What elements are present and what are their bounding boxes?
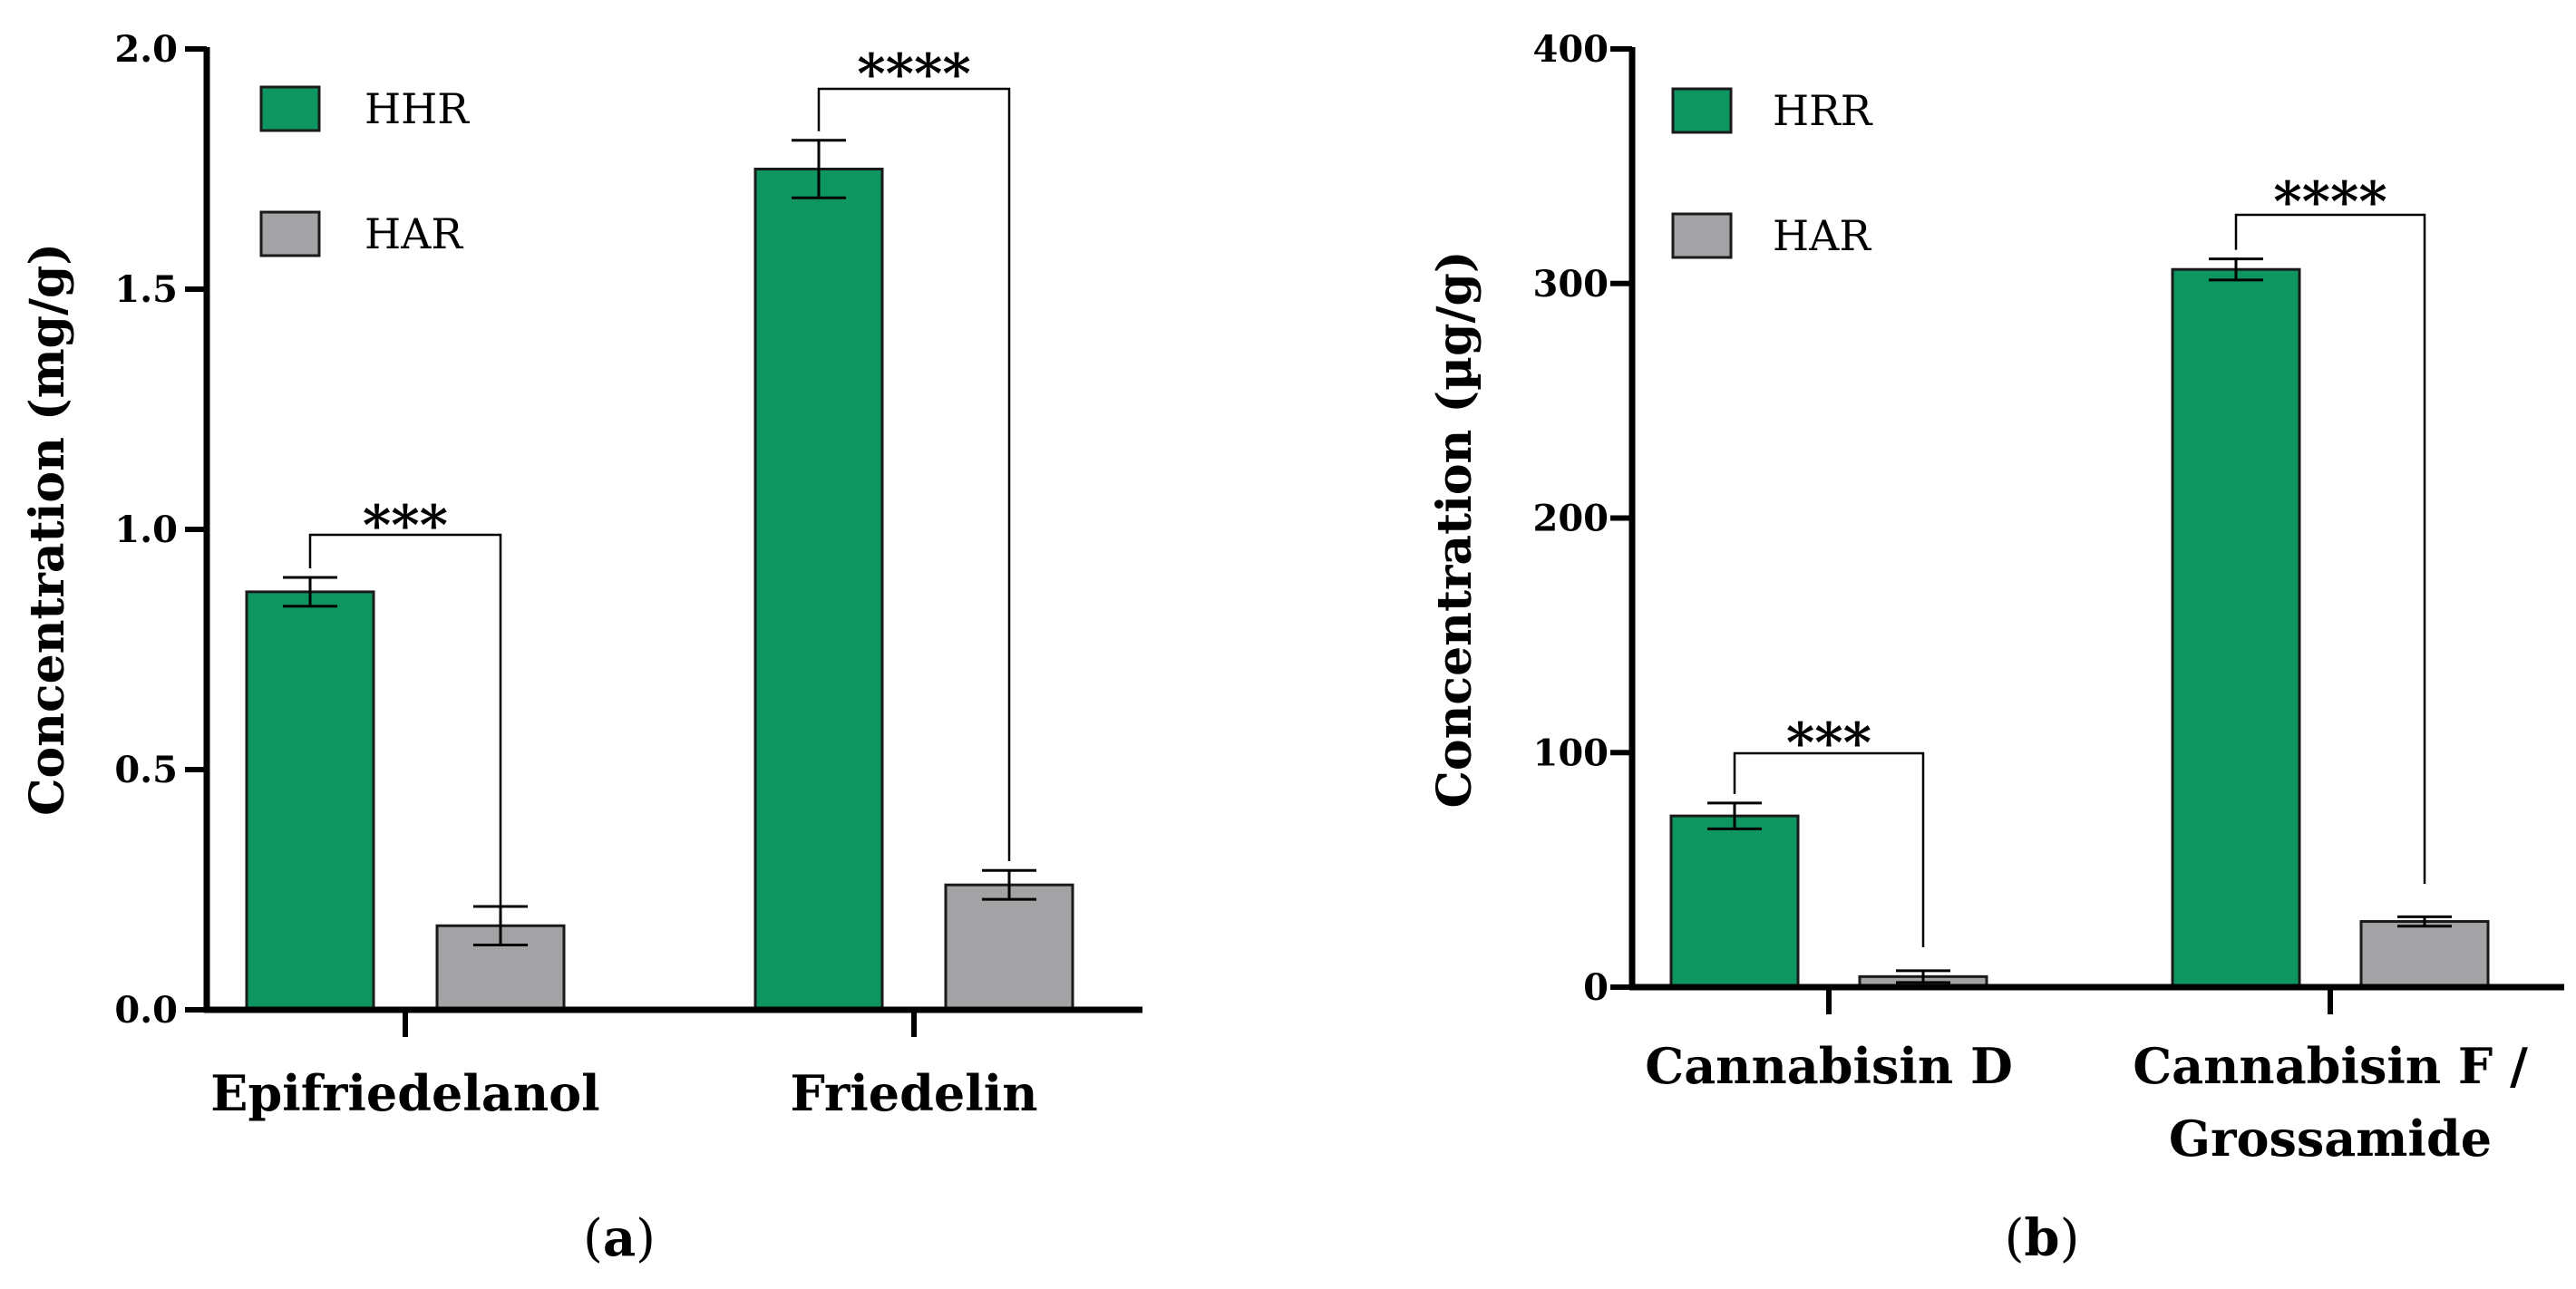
panel-b-legend-label-hrr: HRR [1773,86,1873,135]
panel-b-y-tick-label: 200 [1533,498,1609,540]
panel-a-y-axis-label: Concentration (mg/g) [20,243,75,816]
panel-a-y-tick-label: 0.5 [114,749,178,791]
panel-a-panel-label: (a) [583,1208,656,1268]
panel-a-legend-label-har: HAR [365,209,463,258]
panel-a-bar-hhr-2 [753,168,884,1012]
panel-a-significance-label: *** [363,494,448,557]
panel-a-y-tick-label: 0.0 [114,989,178,1032]
panel-b-panel-label: (b) [2005,1208,2080,1268]
panel-a-legend-label-hhr: HHR [365,84,470,133]
panel-a-legend-swatch-hhr [259,85,321,132]
panel-b-bar-har-2 [2359,920,2490,989]
panel-b-bar-hrr-2 [2171,267,2301,989]
panel-b-y-tick-label: 400 [1533,28,1609,71]
panel-a-y-tick-label: 1.5 [114,268,178,311]
panel-b-category-label: Grossamide [2169,1110,2492,1168]
panel-a-category-label: Epifriedelanol [210,1064,599,1122]
panel-a-bar-hhr-1 [245,590,375,1012]
panel-a-category-label: Friedelin [790,1064,1037,1122]
panel-a-legend-swatch-har [259,210,321,257]
panel-b-legend-label-har: HAR [1773,211,1871,260]
panel-a-significance-label: **** [857,43,971,106]
panel-b-significance-label: **** [2273,170,2387,234]
panel-b-legend-swatch-har [1671,212,1733,259]
panel-b-bar-hrr-1 [1669,814,1800,989]
panel-b-y-tick-label: 300 [1533,263,1609,305]
panel-b-category-label: Cannabisin D [1645,1037,2013,1095]
panel-b-category-label: Cannabisin F / [2133,1037,2528,1095]
panel-b-significance-bracket [1733,751,1925,947]
panel-a-y-tick-label: 1.0 [114,509,178,551]
panel-b-significance-label: *** [1786,712,1871,775]
panel-a-y-tick-label: 2.0 [114,28,178,71]
panel-b-legend-swatch-hrr [1671,87,1733,134]
panel-b-y-axis-label: Concentration (µg/g) [1427,251,1482,809]
panel-a-bar-har-2 [944,883,1074,1012]
panel-a-significance-bracket [817,87,1011,861]
panel-b-significance-bracket [2234,213,2426,884]
panel-b-y-tick-label: 0 [1583,966,1609,1009]
panel-b-y-tick-label: 100 [1533,732,1609,774]
panel-a-significance-bracket [308,533,502,906]
